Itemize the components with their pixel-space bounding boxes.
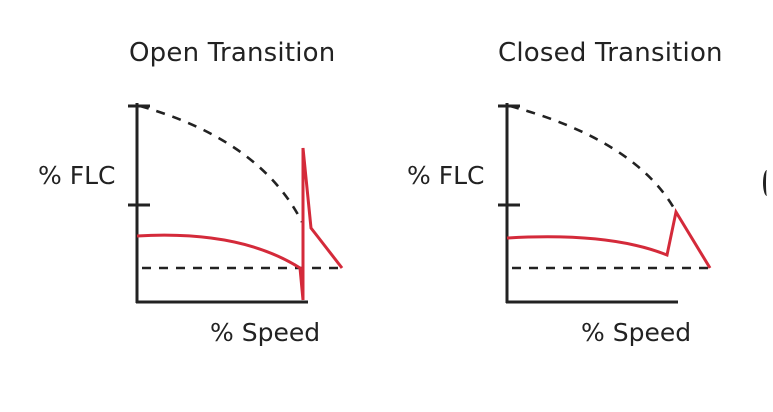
y-axis-label: % FLC <box>38 161 116 190</box>
x-axis-label: % Speed <box>581 318 692 347</box>
open-transition-graph <box>128 103 345 304</box>
panel-title: Closed Transition <box>498 38 723 68</box>
cropped-edge-mark <box>763 170 771 196</box>
dashed-speed-curve <box>509 104 677 211</box>
panel-title: Open Transition <box>129 38 336 68</box>
current-curve <box>136 147 344 301</box>
current-curve <box>506 207 712 269</box>
y-axis-label: % FLC <box>407 161 485 190</box>
closed-transition-panel: Closed Transition % FLC % Speed <box>370 0 750 412</box>
closed-transition-graph <box>498 103 712 304</box>
dashed-speed-curve <box>139 104 304 223</box>
x-axis-label: % Speed <box>210 318 321 347</box>
open-transition-panel: Open Transition % FLC % Speed <box>0 0 380 412</box>
